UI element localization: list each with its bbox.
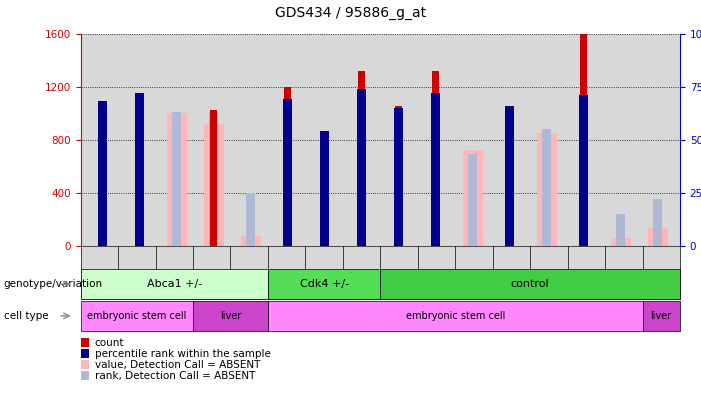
Bar	[283, 99, 292, 246]
Bar	[395, 107, 402, 246]
Bar	[246, 192, 255, 246]
Bar	[579, 95, 588, 246]
Bar	[320, 131, 329, 246]
Bar	[648, 228, 668, 246]
Bar	[431, 93, 440, 246]
Bar	[611, 238, 631, 246]
Bar	[616, 214, 625, 246]
Bar	[358, 71, 365, 246]
Bar	[240, 236, 261, 246]
Bar	[209, 112, 219, 246]
Text: embryonic stem cell: embryonic stem cell	[405, 311, 505, 321]
Text: value, Detection Call = ABSENT: value, Detection Call = ABSENT	[95, 360, 260, 370]
Bar	[542, 129, 552, 246]
Text: percentile rank within the sample: percentile rank within the sample	[95, 348, 271, 359]
Text: cell type: cell type	[4, 311, 48, 321]
Bar	[203, 124, 224, 246]
Bar	[394, 108, 403, 246]
Bar	[167, 113, 187, 246]
Text: Abca1 +/-: Abca1 +/-	[147, 279, 202, 289]
Text: GDS434 / 95886_g_at: GDS434 / 95886_g_at	[275, 6, 426, 20]
Bar	[100, 103, 106, 246]
Bar	[433, 71, 439, 246]
Bar	[536, 133, 557, 246]
Bar	[505, 106, 515, 246]
Text: genotype/variation: genotype/variation	[4, 279, 102, 289]
Bar	[468, 154, 477, 246]
Bar	[137, 96, 143, 246]
Bar	[580, 34, 587, 246]
Bar	[98, 101, 107, 246]
Bar	[172, 112, 182, 246]
Text: count: count	[95, 337, 124, 348]
Bar	[322, 135, 328, 246]
Text: embryonic stem cell: embryonic stem cell	[87, 311, 186, 321]
Bar	[463, 150, 483, 246]
Text: Cdk4 +/-: Cdk4 +/-	[299, 279, 348, 289]
Text: rank, Detection Call = ABSENT: rank, Detection Call = ABSENT	[95, 371, 255, 381]
Bar	[653, 199, 662, 246]
Bar	[358, 89, 367, 246]
Text: control: control	[511, 279, 550, 289]
Bar	[135, 93, 144, 246]
Bar	[285, 87, 291, 246]
Text: liver: liver	[651, 311, 672, 321]
Text: liver: liver	[220, 311, 241, 321]
Bar	[210, 110, 217, 246]
Bar	[506, 112, 513, 246]
